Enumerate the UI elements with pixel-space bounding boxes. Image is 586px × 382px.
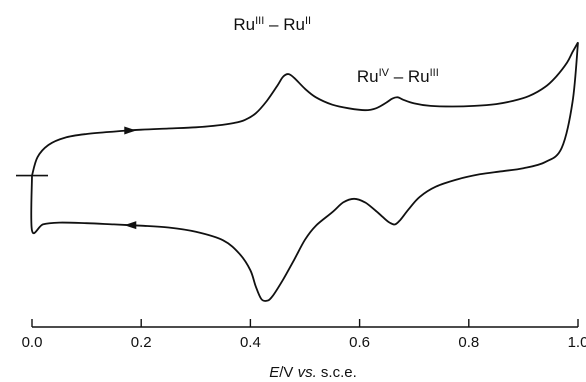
peak-label: RuIV – RuIII (357, 67, 439, 86)
scan-direction-arrow (124, 126, 137, 135)
x-axis-title: E/V vs. s.c.e. (269, 364, 357, 381)
x-tick-label: 0.4 (240, 334, 261, 351)
x-axis: 0.0 0.2 0.4 0.6 0.8 1.0 (22, 319, 586, 351)
scan-direction-arrow (124, 221, 137, 230)
x-tick-label: 1.0 (568, 334, 586, 351)
x-tick-label: 0.0 (22, 334, 43, 351)
peak-label: RuIII – RuII (233, 15, 311, 34)
series-cathodic-scan (30, 42, 579, 302)
x-tick-label: 0.6 (349, 334, 370, 351)
series-anodic-scan (31, 41, 579, 176)
series-group (30, 41, 579, 302)
annotations: RuIII – RuII RuIV – RuIII (233, 15, 438, 86)
x-tick-label: 0.8 (458, 334, 479, 351)
x-tick-label: 0.2 (131, 334, 152, 351)
